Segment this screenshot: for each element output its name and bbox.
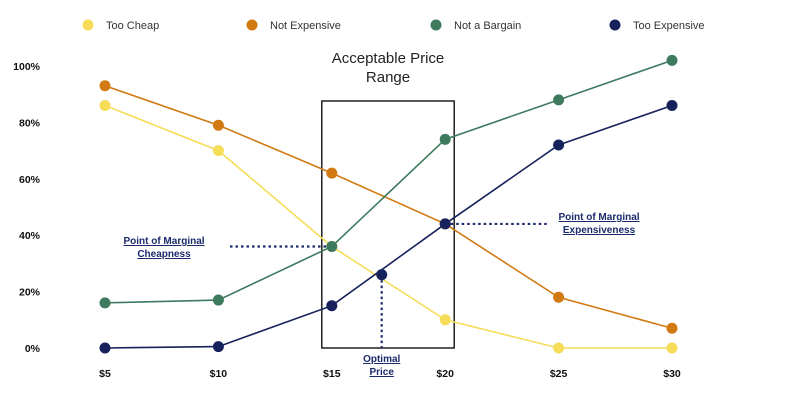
optimal-price-point — [376, 269, 388, 281]
legend: Too Cheap Not Expensive Not a Bargain Too E… — [82, 19, 705, 32]
x-axis-ticks: $5 $10 $15 $20 $25 $30 — [99, 368, 681, 380]
x-tick-label: $20 — [436, 368, 454, 380]
marginal-cheapness-label: Point of Marginal — [123, 236, 204, 247]
legend-label: Too Expensive — [633, 20, 705, 32]
data-point — [326, 240, 338, 252]
y-tick-label: 60% — [19, 174, 41, 186]
data-point — [99, 342, 111, 354]
data-point — [553, 94, 565, 106]
data-point — [99, 80, 111, 92]
y-tick-label: 20% — [19, 287, 41, 299]
data-point — [99, 99, 111, 111]
optimal-price-label: Price — [369, 367, 394, 378]
legend-label: Not a Bargain — [454, 20, 521, 32]
annotations: Point of Marginal Cheapness Point of Margi… — [123, 212, 639, 378]
series-lines — [104, 59, 673, 349]
range-box-title: Range — [366, 69, 410, 86]
series-line — [104, 104, 672, 349]
data-point — [439, 314, 451, 326]
legend-label: Too Cheap — [106, 20, 159, 32]
series-line — [104, 104, 673, 349]
series-points — [99, 54, 678, 354]
y-tick-label: 40% — [19, 230, 41, 242]
series-line — [104, 84, 673, 330]
marginal-expensiveness-label: Point of Marginal — [558, 212, 639, 223]
x-tick-label: $30 — [663, 368, 681, 380]
legend-label: Not Expensive — [270, 20, 341, 32]
data-point — [212, 145, 224, 157]
x-tick-label: $15 — [323, 368, 341, 380]
data-point — [553, 342, 565, 354]
data-point — [666, 54, 678, 66]
data-point — [212, 294, 224, 306]
data-point — [326, 300, 338, 312]
optimal-price-label: Optimal — [363, 354, 400, 365]
data-point — [439, 133, 451, 145]
data-point — [666, 99, 678, 111]
y-axis-ticks: 0% 20% 40% 60% 80% 100% — [13, 61, 41, 355]
data-point — [212, 119, 224, 131]
x-tick-label: $10 — [210, 368, 228, 380]
data-point — [666, 342, 678, 354]
data-point — [99, 297, 111, 309]
range-box-outline — [321, 100, 455, 349]
y-tick-label: 0% — [25, 343, 41, 355]
data-point — [666, 322, 678, 334]
x-tick-label: $25 — [550, 368, 568, 380]
marginal-expensiveness-label: Expensiveness — [563, 225, 636, 236]
legend-marker — [609, 19, 621, 31]
y-tick-label: 80% — [19, 117, 41, 129]
acceptable-price-range: Acceptable Price Range — [321, 50, 455, 349]
data-point — [326, 167, 338, 179]
series-line — [104, 59, 673, 304]
legend-marker — [246, 19, 258, 31]
marginal-cheapness-label: Cheapness — [137, 249, 191, 260]
legend-marker — [430, 19, 442, 31]
data-point — [439, 218, 451, 230]
data-point — [553, 291, 565, 303]
legend-marker — [82, 19, 94, 31]
range-box-title: Acceptable Price — [332, 50, 445, 67]
data-point — [212, 341, 224, 353]
x-tick-label: $5 — [99, 368, 111, 380]
y-tick-label: 100% — [13, 61, 41, 73]
data-point — [553, 139, 565, 151]
